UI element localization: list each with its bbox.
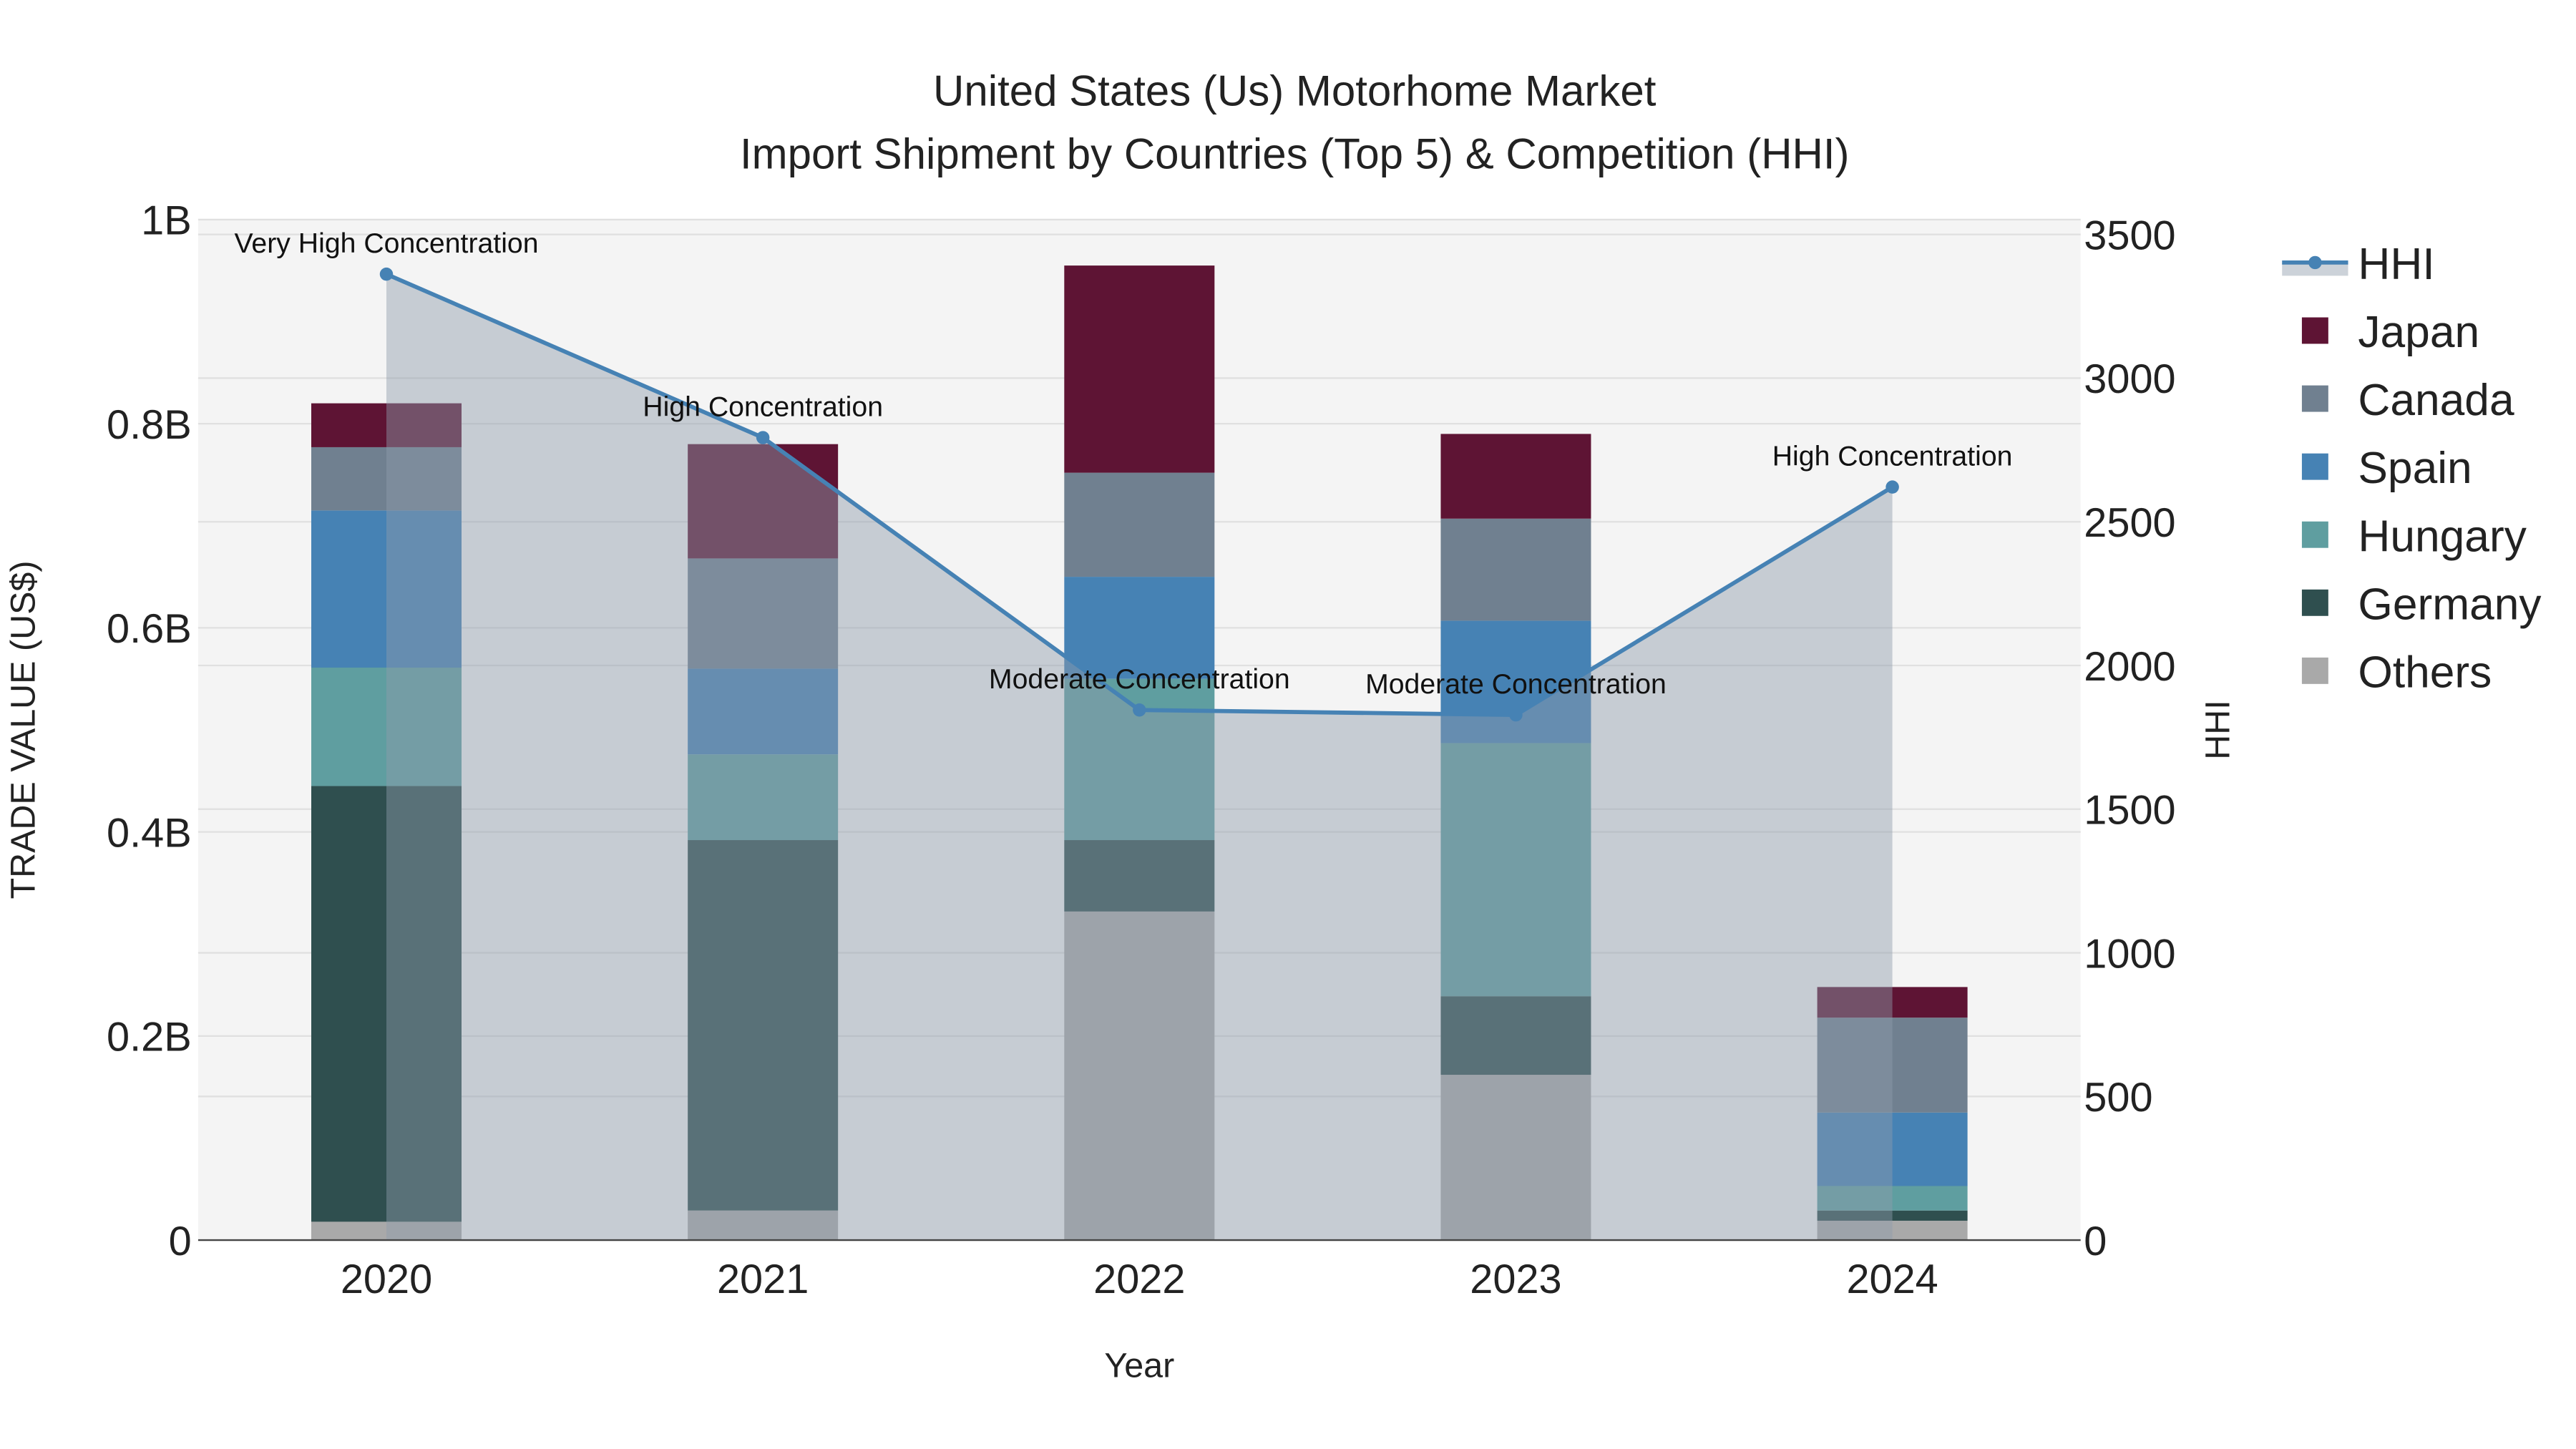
legend-label: Japan <box>2358 308 2479 357</box>
bar-canada <box>311 447 462 511</box>
y2-tick-label: 500 <box>2084 1075 2152 1121</box>
legend-swatch-germany <box>2301 589 2328 616</box>
hhi-series: Very High Concentration High Concentratio… <box>234 228 2013 1241</box>
y2-tick-label: 1500 <box>2084 788 2175 834</box>
hhi-point <box>1133 703 1146 717</box>
bar-spain <box>311 510 462 668</box>
y-tick-label: 0.8B <box>107 402 192 448</box>
bar-japan <box>688 444 839 559</box>
y-tick-label: 0 <box>169 1219 192 1264</box>
legend-swatch-hungary <box>2301 521 2328 548</box>
bar-germany <box>1440 996 1591 1075</box>
y2-tick-label: 2000 <box>2084 644 2175 690</box>
bar-japan <box>311 403 462 447</box>
bar-hungary <box>688 754 839 841</box>
y2-tick-label: 3000 <box>2084 356 2175 402</box>
bar-spain <box>1440 620 1591 743</box>
hhi-point <box>756 431 770 444</box>
bar-germany <box>1817 1210 1968 1221</box>
bar-germany <box>311 786 462 1222</box>
bar-germany <box>1064 840 1215 912</box>
legend-swatch-canada <box>2301 385 2328 412</box>
legend: HHI Japan Canada Spain Hungary Germany Others <box>2282 240 2542 697</box>
bar-others <box>1817 1220 1968 1241</box>
bar-others <box>1440 1075 1591 1241</box>
y-tick-label: 0.6B <box>107 606 192 652</box>
legend-hhi-marker <box>2308 255 2322 270</box>
bar-others <box>1064 911 1215 1241</box>
bar-japan <box>1064 265 1215 473</box>
hhi-point <box>379 267 394 281</box>
bar-canada <box>1440 518 1591 621</box>
legend-swatch-others <box>2301 657 2328 684</box>
bar-hungary <box>311 668 462 786</box>
y2-tick-label: 0 <box>2084 1219 2107 1264</box>
x-axis-title: Year <box>1104 1347 1174 1385</box>
bar-germany <box>688 840 839 1211</box>
y-tick-label: 0.2B <box>107 1015 192 1060</box>
bar-japan <box>1817 987 1968 1018</box>
hhi-annotation: High Concentration <box>1772 441 2013 472</box>
bar-japan <box>1440 434 1591 519</box>
hhi-annotation: Moderate Concentration <box>989 663 1290 695</box>
hhi-annotation: High Concentration <box>643 391 883 423</box>
y2-tick-label: 2500 <box>2084 500 2175 546</box>
x-tick-label: 2020 <box>341 1257 432 1302</box>
x-tick-label: 2023 <box>1470 1257 1561 1302</box>
legend-label: HHI <box>2358 240 2434 289</box>
hhi-annotation: Moderate Concentration <box>1365 668 1667 700</box>
bar-spain <box>1064 577 1215 679</box>
legend-swatch-japan <box>2301 317 2328 344</box>
hhi-point <box>1509 708 1523 722</box>
y-tick-label: 1B <box>141 198 192 244</box>
legend-label: Spain <box>2358 444 2472 493</box>
hhi-annotation: Very High Concentration <box>234 228 538 259</box>
axes: 0 0.2B 0.4B 0.6B 0.8B 1B 0 500 1000 1500 2000 2500 3… <box>107 198 2176 1302</box>
bar-others <box>688 1210 839 1241</box>
chart-subtitle: Import Shipment by Countries (Top 5) & C… <box>740 130 1850 177</box>
legend-swatch-spain <box>2301 453 2328 480</box>
y2-tick-label: 1000 <box>2084 931 2175 977</box>
bars <box>311 265 1968 1241</box>
bar-others <box>311 1221 462 1241</box>
legend-label: Germany <box>2358 580 2542 629</box>
bar-hungary <box>1817 1186 1968 1211</box>
hhi-point <box>1885 480 1899 494</box>
x-tick-label: 2024 <box>1846 1257 1938 1302</box>
bar-hungary <box>1440 743 1591 997</box>
x-tick-label: 2022 <box>1093 1257 1185 1302</box>
bar-spain <box>688 668 839 755</box>
legend-label: Canada <box>2358 376 2514 425</box>
bar-spain <box>1817 1112 1968 1186</box>
bar-canada <box>1064 472 1215 577</box>
x-tick-label: 2021 <box>717 1257 809 1302</box>
chart-title: United States (Us) Motorhome Market <box>933 67 1657 115</box>
bar-canada <box>1817 1018 1968 1113</box>
bar-canada <box>688 558 839 669</box>
y2-tick-label: 3500 <box>2084 213 2175 258</box>
y-tick-label: 0.4B <box>107 810 192 856</box>
legend-label: Others <box>2358 648 2492 697</box>
y-axis-title: TRADE VALUE (US$) <box>4 561 42 899</box>
hhi-area <box>386 274 1893 1241</box>
y2-axis-title: HHI <box>2198 700 2237 759</box>
legend-label: Hungary <box>2358 512 2527 561</box>
